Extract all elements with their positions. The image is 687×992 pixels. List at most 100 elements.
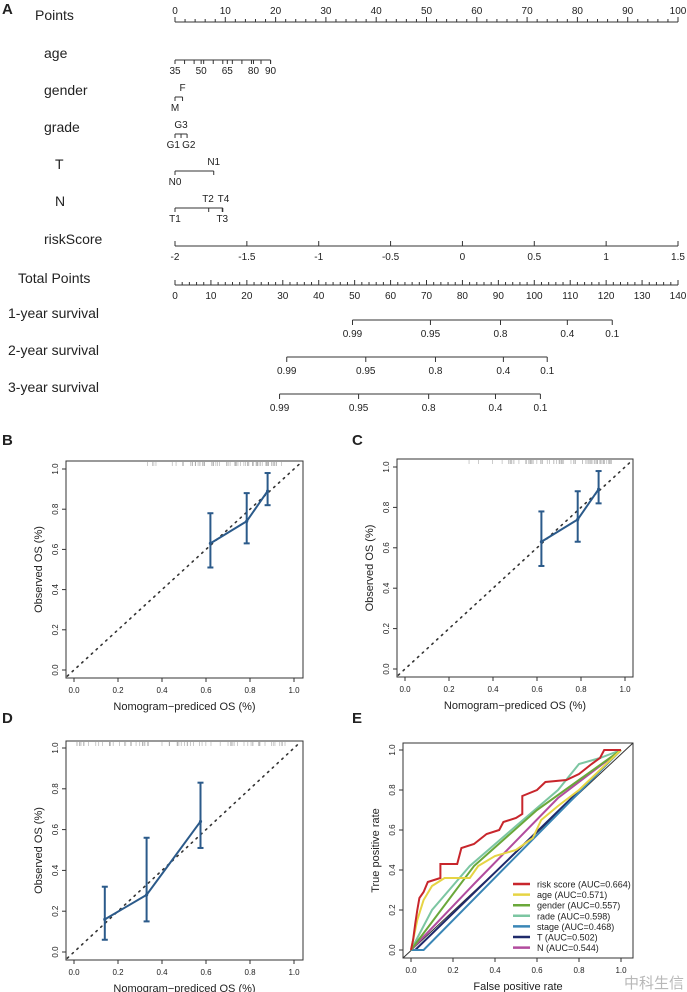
- tick-label: 80: [248, 66, 260, 77]
- nomogram-row-points: Points 0 10 20 30 40 50 60 70 80 90 100: [35, 6, 687, 23]
- calibration-point: [539, 540, 544, 544]
- x-tick-label: 0.0: [405, 966, 417, 975]
- plot-frame: [402, 742, 634, 959]
- tick-label: -2: [171, 252, 180, 263]
- x-tick-label: 0.4: [156, 686, 168, 695]
- y-tick-label: 0.8: [382, 501, 391, 513]
- x-tick-label: 0.8: [575, 685, 587, 694]
- x-tick-label: 0.2: [447, 966, 459, 975]
- y-tick-label: 0.4: [382, 582, 391, 594]
- y-tick-label: 0.4: [51, 583, 60, 595]
- nomogram-row-2-year-survival: 2-year survival 0.99 0.95 0.8 0.4 0.1: [8, 342, 555, 377]
- tick-label: 0: [460, 252, 466, 263]
- x-tick-label: 1.0: [615, 966, 627, 975]
- tick-label: 60: [385, 291, 397, 302]
- y-tick-label: 0.2: [51, 905, 60, 917]
- y-tick-label: 0.0: [51, 946, 60, 958]
- x-tick-label: 0.0: [68, 686, 80, 695]
- panel-label: D: [2, 710, 13, 727]
- tick-label: 0.1: [533, 403, 547, 414]
- panel-label: C: [352, 432, 363, 449]
- row-label: N: [55, 193, 65, 209]
- tick-label: M: [171, 103, 179, 114]
- y-tick-label: 0.6: [388, 824, 397, 836]
- y-tick-label: 1.0: [51, 463, 60, 475]
- x-tick-label: 0.2: [443, 685, 455, 694]
- y-tick-label: 0.6: [51, 543, 60, 555]
- calibration-point: [198, 819, 203, 824]
- legend-label: gender (AUC=0.557): [537, 901, 620, 911]
- panel-c: 0.0 0.2 0.4 0.6 0.8 1.0 0.0 0.2 0.4 0.6 0.8 1.0 Nomo…: [364, 458, 634, 712]
- tick-label: 1: [603, 252, 609, 263]
- legend-label: N (AUC=0.544): [537, 943, 599, 953]
- x-tick-label: 0.6: [531, 966, 543, 975]
- tick-label: 0.99: [270, 403, 290, 414]
- legend: risk score (AUC=0.664)age (AUC=0.571)gen…: [513, 880, 631, 953]
- roc-curve: [410, 749, 622, 951]
- legend-label: age (AUC=0.571): [537, 890, 607, 900]
- tick-label: 80: [572, 6, 584, 17]
- tick-label: 0.4: [489, 403, 503, 414]
- tick-label: 30: [277, 291, 289, 302]
- row-label: Points: [35, 7, 74, 23]
- tick-label: 0.4: [496, 366, 510, 377]
- x-axis-label: False positive rate: [473, 981, 562, 992]
- ideal-diagonal: [66, 741, 302, 959]
- tick-label: 0.8: [429, 366, 443, 377]
- tick-label: 65: [222, 66, 234, 77]
- nomogram-row-riskscore: riskScore -2 -1.5 -1 -0.5 0 0.5 1 1.5: [44, 231, 685, 263]
- tick-label: 40: [371, 6, 383, 17]
- tick-label: 0: [172, 291, 178, 302]
- roc-curve: [410, 749, 622, 951]
- ideal-diagonal: [397, 460, 633, 676]
- x-tick-label: 0.4: [487, 685, 499, 694]
- ideal-diagonal: [66, 462, 302, 677]
- tick-label: 140: [670, 291, 687, 302]
- legend-label: T (AUC=0.502): [537, 933, 598, 943]
- row-label: 1-year survival: [8, 305, 99, 321]
- x-tick-label: 0.6: [531, 685, 543, 694]
- x-tick-label: 1.0: [619, 685, 631, 694]
- x-tick-label: 0.2: [112, 686, 124, 695]
- plot-frame: [65, 740, 304, 961]
- roc-curve: [410, 749, 622, 951]
- y-tick-label: 1.0: [382, 461, 391, 473]
- tick-label: -1.5: [238, 252, 256, 263]
- x-tick-label: 0.0: [68, 968, 80, 977]
- y-tick-label: 0.2: [388, 904, 397, 916]
- row-label: age: [44, 45, 68, 61]
- tick-label: 10: [205, 291, 217, 302]
- roc-curve: [410, 749, 622, 951]
- x-tick-label: 0.4: [156, 968, 168, 977]
- tick-label: 35: [169, 66, 181, 77]
- tick-label: T2: [202, 194, 214, 205]
- tick-label: 1.5: [671, 252, 685, 263]
- y-tick-label: 0.2: [51, 624, 60, 636]
- x-axis-label: Nomogram−prediced OS (%): [113, 983, 255, 992]
- tick-label: 120: [598, 291, 615, 302]
- row-label: 3-year survival: [8, 379, 99, 395]
- tick-label: F: [179, 83, 185, 94]
- x-tick-label: 0.8: [244, 686, 256, 695]
- y-tick-label: 0.0: [388, 944, 397, 956]
- y-tick-label: 1.0: [51, 742, 60, 754]
- row-label: gender: [44, 82, 88, 98]
- tick-label: -1: [314, 252, 323, 263]
- nomogram-row-3-year-survival: 3-year survival 0.99 0.95 0.8 0.4 0.1: [8, 379, 548, 414]
- x-tick-label: 0.4: [489, 966, 501, 975]
- tick-label: T1: [169, 214, 181, 225]
- panel-d: 0.0 0.2 0.4 0.6 0.8 1.0 0.0 0.2 0.4 0.6 0.8 1.0 Nomo…: [33, 740, 304, 992]
- tick-label: G3: [174, 120, 188, 131]
- tick-label: 50: [196, 66, 208, 77]
- tick-label: N1: [207, 157, 220, 168]
- calibration-line: [540, 488, 600, 543]
- tick-label: 0.4: [560, 329, 574, 340]
- x-tick-label: 0.8: [573, 966, 585, 975]
- x-axis-label: Nomogram−prediced OS (%): [444, 700, 586, 712]
- nomogram-row-t: T N0 N1: [55, 156, 221, 188]
- row-label: Total Points: [18, 270, 90, 286]
- y-tick-label: 0.8: [51, 503, 60, 515]
- y-tick-label: 0.0: [382, 663, 391, 675]
